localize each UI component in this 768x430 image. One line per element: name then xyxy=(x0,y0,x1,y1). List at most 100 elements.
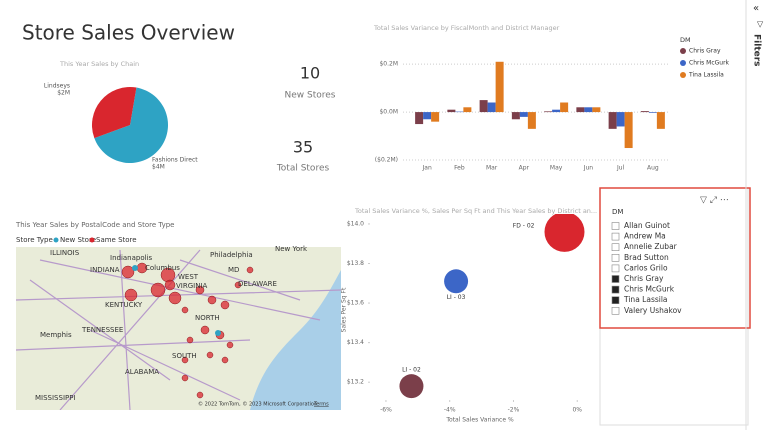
bar xyxy=(511,112,520,120)
y-axis-label: Sales Per Sq Ft xyxy=(341,287,348,332)
bar xyxy=(544,111,553,113)
map-label: MD xyxy=(228,266,239,274)
pie-value-label: $4M xyxy=(152,164,165,171)
x-tick-label: 0% xyxy=(572,407,582,414)
checkbox[interactable] xyxy=(611,275,620,283)
bar xyxy=(584,107,593,113)
bar xyxy=(560,102,569,113)
y-tick-label: $0.0M xyxy=(379,109,398,116)
plot-area xyxy=(399,214,585,399)
point-label: LI - 02 xyxy=(402,367,421,374)
bar xyxy=(656,112,665,129)
map-label: VIRGINIA xyxy=(176,282,208,290)
bar xyxy=(527,112,536,129)
bar xyxy=(624,112,633,149)
legend-label: Tina Lassila xyxy=(688,72,724,79)
slicer-item: Chris McGurk xyxy=(624,285,675,294)
map-label: NORTH xyxy=(195,314,220,322)
slicer-item: Brad Sutton xyxy=(624,253,669,262)
x-tick-label: Mar xyxy=(486,165,498,172)
map-label: Memphis xyxy=(40,331,72,339)
bar xyxy=(608,112,617,129)
y-tick-label: $14.0 xyxy=(347,220,364,227)
slicer-item: Carlos Grilo xyxy=(624,263,668,272)
x-tick-label: Feb xyxy=(454,165,465,172)
bar xyxy=(455,111,464,113)
pie-label: Fashions Direct xyxy=(152,157,198,164)
map-label: DELAWARE xyxy=(238,280,277,288)
x-tick-label: Jul xyxy=(616,165,625,172)
map-label: KENTUCKY xyxy=(105,301,143,309)
x-tick-label: May xyxy=(550,165,563,172)
checkbox[interactable] xyxy=(611,285,620,294)
pie-value-label: $2M xyxy=(57,90,70,97)
page-title: Store Sales Overview xyxy=(22,21,235,45)
map-label: Columbus xyxy=(145,264,180,272)
chart-title: Total Sales Variance %, Sales Per Sq Ft … xyxy=(354,207,597,215)
checkbox[interactable] xyxy=(611,222,620,230)
legend-title: DM xyxy=(680,36,691,44)
bar xyxy=(648,112,657,113)
card-label: New Stores xyxy=(285,91,336,101)
slicer-icons[interactable]: ▽ ⤢ ⋯ xyxy=(700,196,729,206)
card-value: 10 xyxy=(300,64,320,83)
slicer-item: Andrew Ma xyxy=(624,232,666,241)
x-tick-label: -4% xyxy=(444,407,456,414)
collapse-icon[interactable]: « xyxy=(753,3,759,14)
slicer-item: Tina Lassila xyxy=(623,295,668,304)
map-ocean xyxy=(250,270,341,410)
pie-slice xyxy=(94,87,168,163)
slicer-item: Chris Gray xyxy=(624,274,664,283)
bar xyxy=(616,112,625,127)
slicer-item: Annelie Zubar xyxy=(624,242,678,251)
bar xyxy=(463,107,472,113)
bar xyxy=(495,61,504,113)
map[interactable] xyxy=(16,247,341,410)
bubble xyxy=(399,374,424,399)
x-tick-label: Apr xyxy=(519,165,530,172)
map-bubble-new xyxy=(215,330,221,336)
legend-label: Chris McGurk xyxy=(689,60,730,67)
legend-swatch xyxy=(680,60,686,66)
legend-label: New Store xyxy=(60,236,96,244)
checkbox[interactable] xyxy=(611,232,620,241)
checkbox[interactable] xyxy=(611,243,620,251)
x-axis-label: Total Sales Variance % xyxy=(445,417,514,424)
bar xyxy=(592,107,601,113)
legend-swatch xyxy=(680,72,686,78)
y-tick-label: $13.4 xyxy=(347,339,364,346)
checkbox[interactable] xyxy=(611,296,620,305)
slicer-title: DM xyxy=(612,208,623,216)
map-bubble-new xyxy=(132,265,138,271)
map-label: TENNESSEE xyxy=(81,326,123,334)
filter-icon: ▽ xyxy=(757,20,764,29)
map-attribution: © 2022 TomTom, © 2023 Microsoft Corporat… xyxy=(198,401,317,408)
legend-swatch xyxy=(89,237,95,243)
bar xyxy=(479,100,488,113)
map-label: WEST xyxy=(178,273,199,281)
map-label: Philadelphia xyxy=(210,251,253,259)
map-terms[interactable]: Terms xyxy=(313,402,329,408)
bar xyxy=(576,107,585,113)
map-bubbles xyxy=(121,262,254,399)
map-legend-title: Store Type xyxy=(16,236,53,244)
slicer-item: Valery Ushakov xyxy=(624,306,682,315)
card-label: Total Stores xyxy=(276,164,330,174)
bubble xyxy=(544,214,585,252)
legend-label: Same Store xyxy=(96,236,137,244)
checkbox[interactable] xyxy=(611,254,620,262)
x-tick-label: -6% xyxy=(380,407,392,414)
bar xyxy=(447,109,456,113)
map-label: SOUTH xyxy=(172,352,197,360)
point-label: FD - 02 xyxy=(513,222,535,229)
checkbox[interactable] xyxy=(611,264,620,273)
y-tick-label: $13.2 xyxy=(347,379,364,386)
checkbox[interactable] xyxy=(611,306,620,315)
legend-swatch xyxy=(680,48,686,54)
bar xyxy=(415,112,424,125)
map-label: Indianapolis xyxy=(110,254,153,262)
bar xyxy=(487,102,496,113)
filters-title[interactable]: Filters xyxy=(752,34,762,67)
